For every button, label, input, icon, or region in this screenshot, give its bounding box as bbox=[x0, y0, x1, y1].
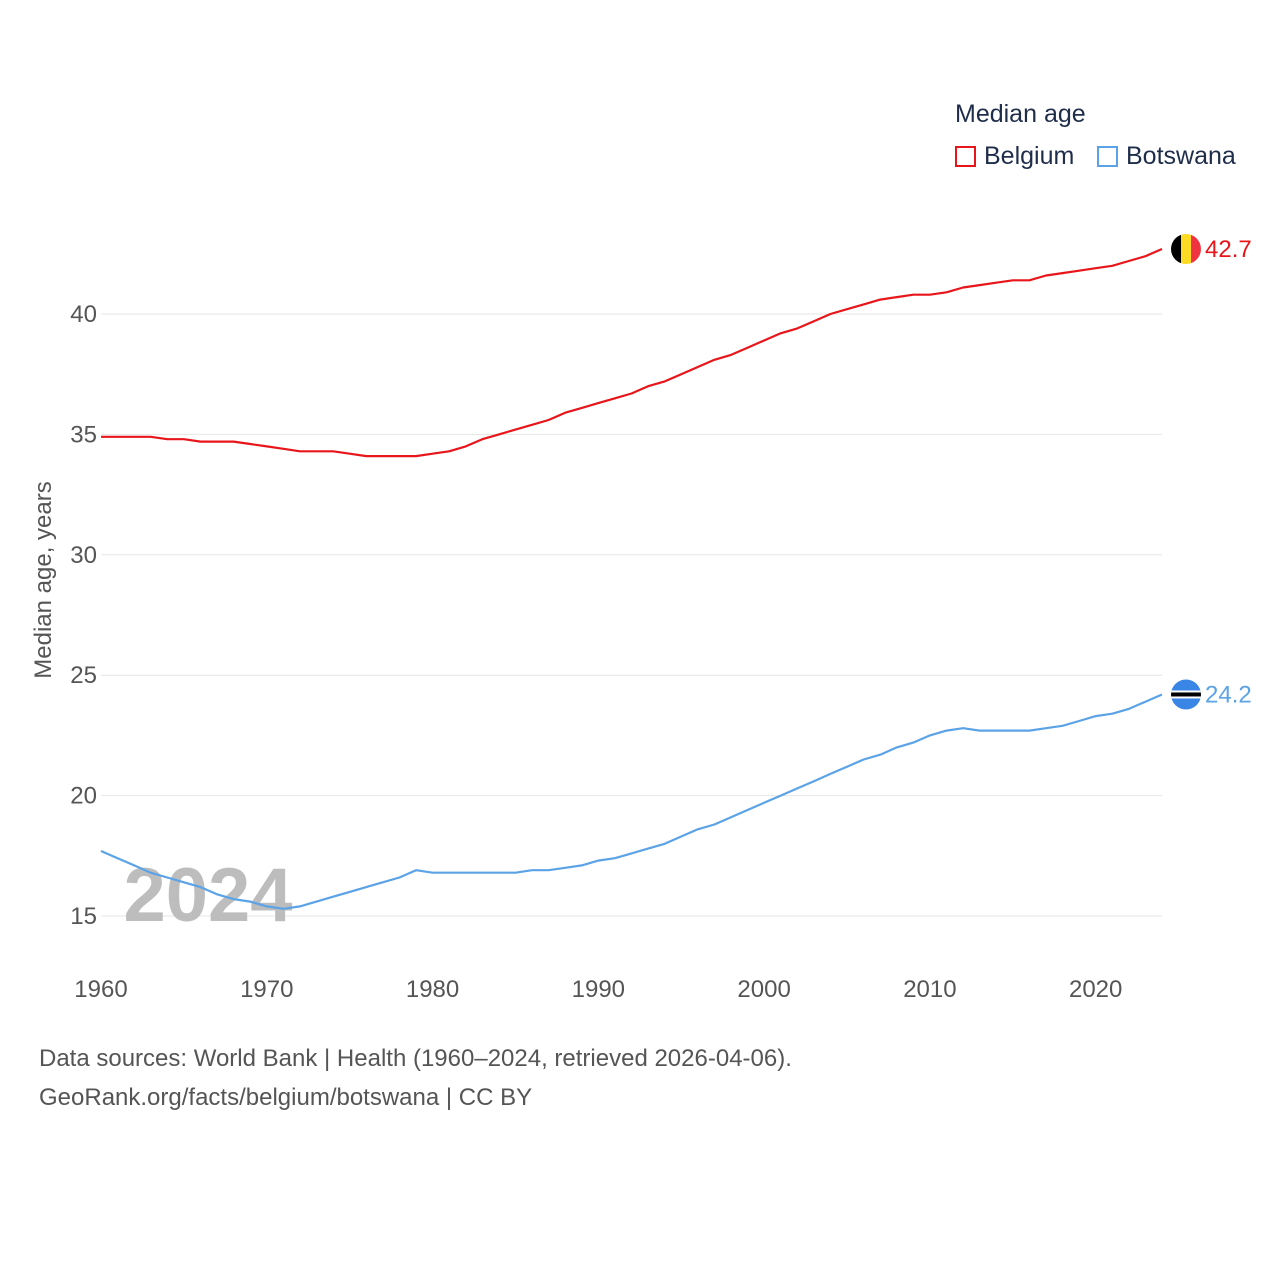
series-end-markers: 42.7 24.2 bbox=[1171, 233, 1252, 710]
botswana-flag-icon bbox=[1171, 679, 1201, 710]
y-axis-ticks: 15 20 25 30 35 40 bbox=[70, 301, 97, 930]
x-tick-label-2020: 2020 bbox=[1069, 976, 1122, 1003]
y-tick-label-15: 15 bbox=[70, 903, 97, 930]
y-axis-label: Median age, years bbox=[30, 481, 57, 678]
x-tick-label-1980: 1980 bbox=[406, 976, 459, 1003]
x-tick-label-1990: 1990 bbox=[572, 976, 625, 1003]
end-label-botswana: 24.2 bbox=[1205, 681, 1252, 708]
legend-swatch-belgium bbox=[955, 146, 976, 167]
series-line-botswana bbox=[100, 693, 1163, 910]
credit-line: GeoRank.org/facts/belgium/botswana | CC … bbox=[39, 1084, 533, 1111]
y-tick-label-20: 20 bbox=[70, 783, 97, 810]
legend-label-botswana: Botswana bbox=[1126, 142, 1236, 170]
legend-item-botswana[interactable]: Botswana bbox=[1097, 142, 1236, 171]
x-axis-ticks: 1960 1970 1980 1990 2000 2010 2020 bbox=[74, 976, 1122, 1003]
series-line-belgium bbox=[101, 247, 1163, 458]
legend-label-belgium: Belgium bbox=[984, 142, 1075, 170]
legend-title: Median age bbox=[955, 100, 1086, 128]
end-label-belgium: 42.7 bbox=[1205, 236, 1252, 263]
gridlines bbox=[101, 313, 1162, 917]
source-note: Data sources: World Bank | Health (1960–… bbox=[39, 1045, 792, 1072]
belgium-flag-icon bbox=[1171, 233, 1201, 264]
x-tick-label-1960: 1960 bbox=[74, 976, 127, 1003]
x-tick-label-2000: 2000 bbox=[737, 976, 790, 1003]
y-tick-label-35: 35 bbox=[70, 421, 97, 448]
x-tick-label-2010: 2010 bbox=[903, 976, 956, 1003]
y-tick-label-30: 30 bbox=[70, 542, 97, 569]
series-lines bbox=[100, 247, 1163, 910]
legend-swatch-botswana bbox=[1097, 146, 1118, 167]
x-tick-label-1970: 1970 bbox=[240, 976, 293, 1003]
y-tick-label-25: 25 bbox=[70, 662, 97, 689]
year-watermark: 2024 bbox=[123, 853, 292, 938]
legend-item-belgium[interactable]: Belgium bbox=[955, 142, 1074, 171]
y-tick-label-40: 40 bbox=[70, 301, 97, 328]
